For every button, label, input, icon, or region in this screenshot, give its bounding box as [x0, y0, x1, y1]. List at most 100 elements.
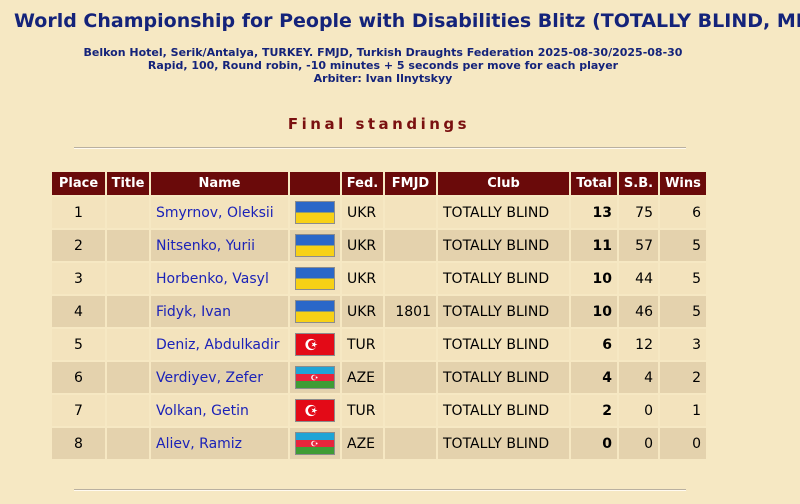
cell-sb: 12	[619, 329, 658, 360]
cell-wins: 5	[660, 230, 706, 261]
ukraine-flag	[295, 201, 335, 224]
section-title: Final standings	[287, 115, 471, 133]
table-row: 7 Volkan, Getin TUR TOTALLY BLIND 2 0 1	[52, 395, 706, 426]
page-title: World Championship for People with Disab…	[14, 10, 800, 32]
table-row: 8 Aliev, Ramiz AZE TOTALLY BLIND 0 0 0	[52, 428, 706, 459]
ukraine-flag	[295, 234, 335, 257]
cell-title	[107, 428, 149, 459]
cell-flag	[290, 197, 340, 228]
cell-sb: 0	[619, 395, 658, 426]
cell-title	[107, 395, 149, 426]
cell-wins: 3	[660, 329, 706, 360]
cell-club: TOTALLY BLIND	[438, 329, 569, 360]
table-row: 3 Horbenko, Vasyl UKR TOTALLY BLIND 10 44 5	[52, 263, 706, 294]
cell-total: 4	[571, 362, 617, 393]
ukraine-flag	[295, 267, 335, 290]
col-header-sb: S.B.	[619, 172, 658, 195]
cell-sb: 0	[619, 428, 658, 459]
cell-place: 2	[52, 230, 105, 261]
tournament-arbiter: Arbiter: Ivan Ilnytskyy	[313, 72, 453, 85]
cell-total: 6	[571, 329, 617, 360]
table-row: 1 Smyrnov, Oleksii UKR TOTALLY BLIND 13 75 6	[52, 197, 706, 228]
cell-sb: 44	[619, 263, 658, 294]
cell-flag	[290, 230, 340, 261]
table-row: 5 Deniz, Abdulkadir TUR TOTALLY BLIND 6 12 3	[52, 329, 706, 360]
cell-fmjd-rating	[385, 197, 436, 228]
cell-sb: 46	[619, 296, 658, 327]
cell-federation: UKR	[342, 230, 383, 261]
cell-total: 10	[571, 296, 617, 327]
cell-wins: 5	[660, 296, 706, 327]
cell-total: 2	[571, 395, 617, 426]
col-header-fed: Fed.	[342, 172, 383, 195]
col-header-flag	[290, 172, 340, 195]
turkey-flag	[295, 399, 335, 422]
cell-federation: AZE	[342, 362, 383, 393]
cell-player-name[interactable]: Verdiyev, Zefer	[151, 362, 288, 393]
cell-title	[107, 230, 149, 261]
cell-sb: 75	[619, 197, 658, 228]
table-row: 2 Nitsenko, Yurii UKR TOTALLY BLIND 11 57 5	[52, 230, 706, 261]
cell-fmjd-rating	[385, 263, 436, 294]
cell-club: TOTALLY BLIND	[438, 230, 569, 261]
cell-fmjd-rating	[385, 395, 436, 426]
cell-federation: AZE	[342, 428, 383, 459]
cell-flag	[290, 263, 340, 294]
table-row: 4 Fidyk, Ivan UKR 1801 TOTALLY BLIND 10 46 5	[52, 296, 706, 327]
col-header-title: Title	[107, 172, 149, 195]
cell-title	[107, 296, 149, 327]
azerbaijan-flag	[295, 432, 335, 455]
cell-place: 8	[52, 428, 105, 459]
cell-club: TOTALLY BLIND	[438, 428, 569, 459]
cell-place: 7	[52, 395, 105, 426]
cell-place: 1	[52, 197, 105, 228]
cell-title	[107, 263, 149, 294]
col-header-name: Name	[151, 172, 288, 195]
cell-total: 0	[571, 428, 617, 459]
cell-club: TOTALLY BLIND	[438, 197, 569, 228]
table-row: 6 Verdiyev, Zefer AZE TOTALLY BLIND 4 4 2	[52, 362, 706, 393]
divider-bottom	[74, 489, 686, 491]
cell-title	[107, 329, 149, 360]
azerbaijan-flag	[295, 366, 335, 389]
cell-sb: 57	[619, 230, 658, 261]
cell-wins: 5	[660, 263, 706, 294]
cell-wins: 1	[660, 395, 706, 426]
cell-total: 11	[571, 230, 617, 261]
cell-wins: 0	[660, 428, 706, 459]
tournament-info: Belkon Hotel, Serik/Antalya, TURKEY. FMJ…	[0, 46, 766, 85]
col-header-wins: Wins	[660, 172, 706, 195]
cell-flag	[290, 362, 340, 393]
cell-player-name[interactable]: Nitsenko, Yurii	[151, 230, 288, 261]
cell-federation: TUR	[342, 329, 383, 360]
cell-place: 5	[52, 329, 105, 360]
cell-player-name[interactable]: Aliev, Ramiz	[151, 428, 288, 459]
cell-fmjd-rating	[385, 428, 436, 459]
cell-player-name[interactable]: Deniz, Abdulkadir	[151, 329, 288, 360]
cell-title	[107, 362, 149, 393]
cell-fmjd-rating	[385, 230, 436, 261]
cell-wins: 2	[660, 362, 706, 393]
cell-player-name[interactable]: Smyrnov, Oleksii	[151, 197, 288, 228]
cell-place: 4	[52, 296, 105, 327]
col-header-club: Club	[438, 172, 569, 195]
col-header-fmjd: FMJD	[385, 172, 436, 195]
col-header-place: Place	[52, 172, 105, 195]
cell-flag	[290, 296, 340, 327]
cell-wins: 6	[660, 197, 706, 228]
cell-federation: UKR	[342, 296, 383, 327]
cell-title	[107, 197, 149, 228]
cell-place: 6	[52, 362, 105, 393]
tournament-venue: Belkon Hotel, Serik/Antalya, TURKEY. FMJ…	[83, 46, 683, 59]
cell-club: TOTALLY BLIND	[438, 263, 569, 294]
standings-table: Place Title Name Fed. FMJD Club Total S.…	[50, 170, 708, 461]
cell-player-name[interactable]: Volkan, Getin	[151, 395, 288, 426]
cell-total: 13	[571, 197, 617, 228]
cell-flag	[290, 428, 340, 459]
cell-place: 3	[52, 263, 105, 294]
divider-top	[74, 147, 686, 149]
cell-player-name[interactable]: Fidyk, Ivan	[151, 296, 288, 327]
cell-club: TOTALLY BLIND	[438, 395, 569, 426]
cell-fmjd-rating: 1801	[385, 296, 436, 327]
cell-player-name[interactable]: Horbenko, Vasyl	[151, 263, 288, 294]
